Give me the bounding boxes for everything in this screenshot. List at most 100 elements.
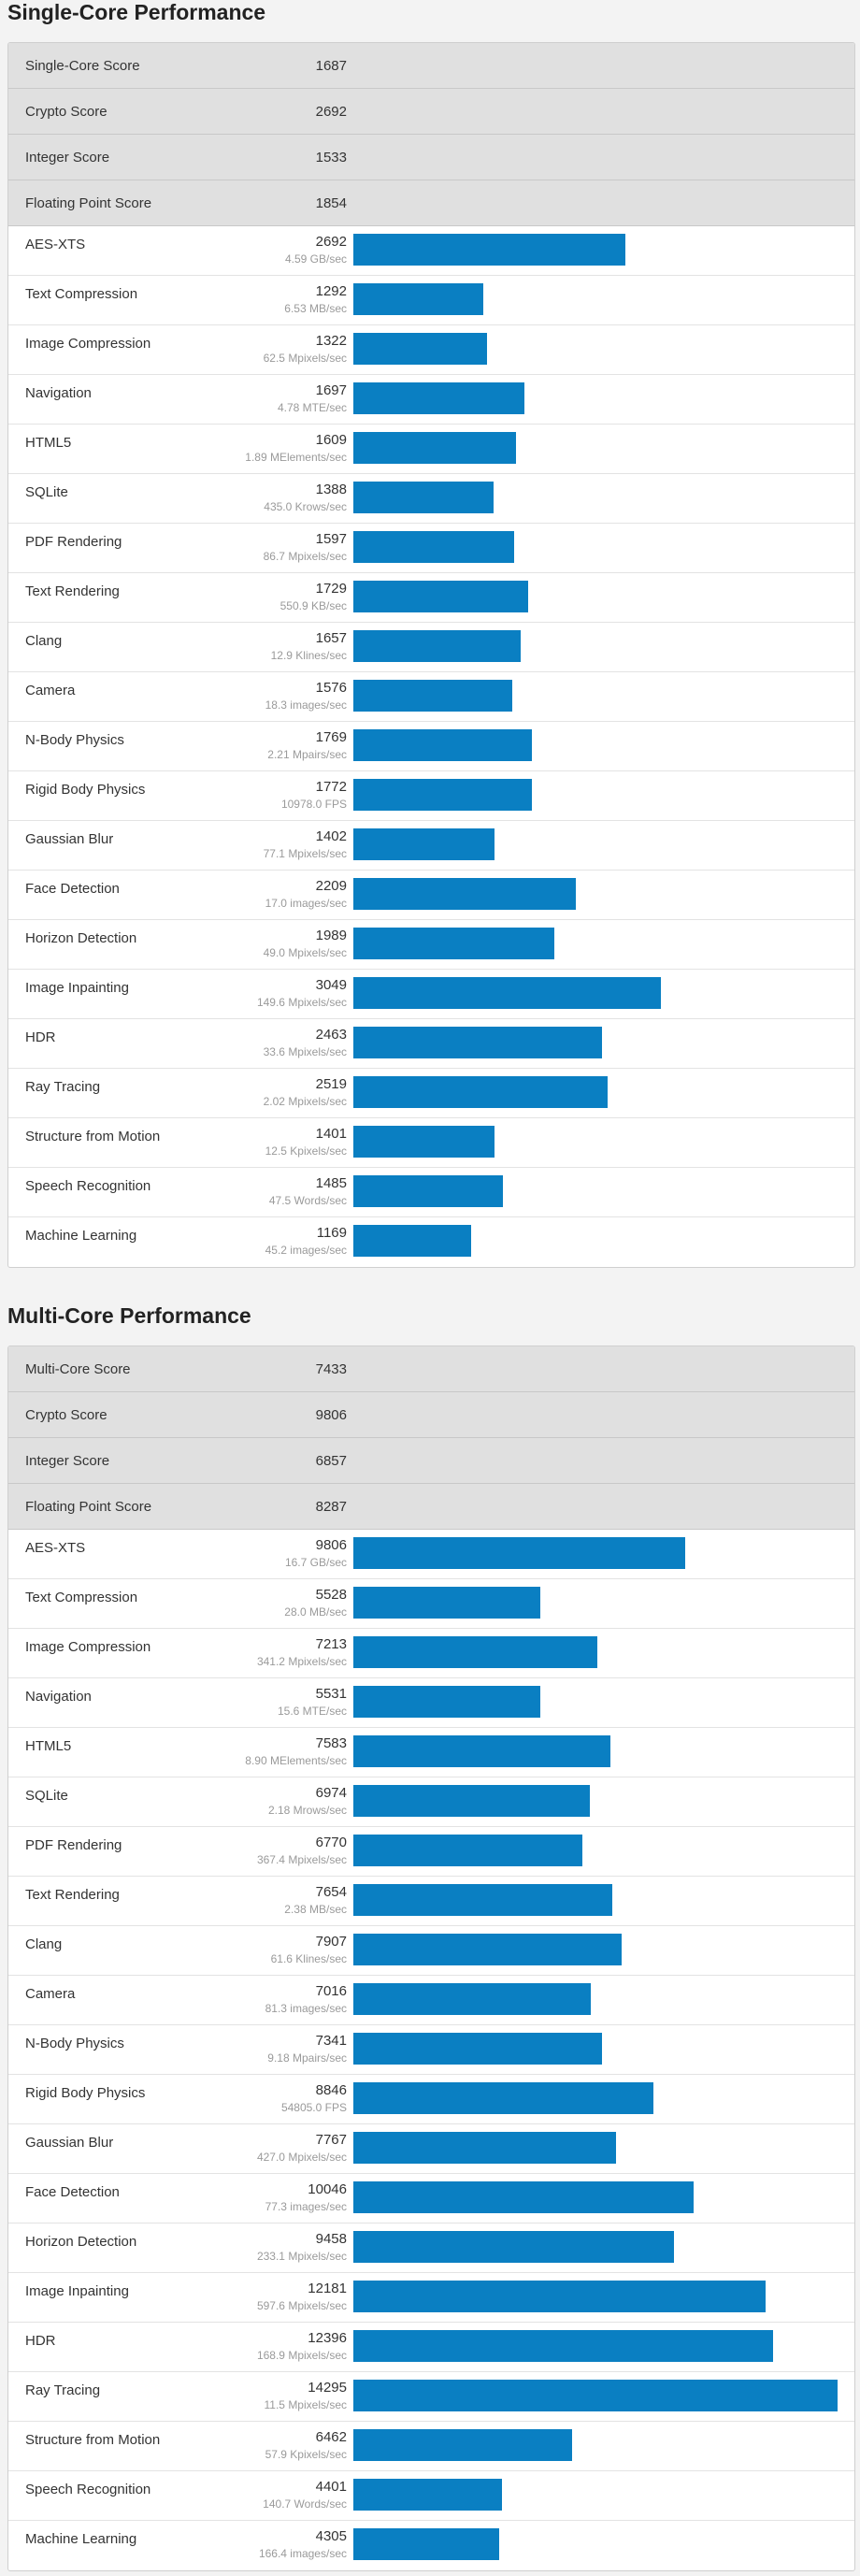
benchmark-score-bar xyxy=(353,630,521,662)
multi-core-results-panel: Multi-Core Score 7433 Crypto Score 9806 Inte… xyxy=(7,1346,855,2571)
benchmark-throughput: 4.59 GB/sec xyxy=(284,252,347,266)
benchmark-row: Face Detection 10046 77.3 images/sec xyxy=(8,2174,854,2223)
score-row: Integer Score 6857 xyxy=(8,1438,854,1484)
multi-core-section-title: Multi-Core Performance xyxy=(7,1303,251,1328)
benchmark-name: Ray Tracing xyxy=(25,2382,101,2398)
score-label: Multi-Core Score xyxy=(25,1361,131,1377)
score-value: 7433 xyxy=(315,1361,347,1377)
benchmark-score-bar xyxy=(353,1076,608,1108)
benchmark-throughput: 16.7 GB/sec xyxy=(284,1556,347,1569)
benchmark-row: Gaussian Blur 1402 77.1 Mpixels/sec xyxy=(8,821,854,871)
benchmark-score: 1697 xyxy=(315,382,347,398)
benchmark-throughput: 57.9 Kpixels/sec xyxy=(265,2448,347,2461)
benchmark-score-bar xyxy=(353,928,554,959)
benchmark-score: 1729 xyxy=(315,581,347,597)
benchmark-name: Gaussian Blur xyxy=(25,2135,114,2151)
benchmark-name: Clang xyxy=(25,1936,63,1952)
benchmark-score-bar xyxy=(353,878,576,910)
benchmark-row: Navigation 1697 4.78 MTE/sec xyxy=(8,375,854,425)
benchmark-score-bar xyxy=(353,2231,674,2263)
benchmark-throughput: 33.6 Mpixels/sec xyxy=(263,1045,347,1058)
benchmark-score: 9458 xyxy=(315,2231,347,2247)
benchmark-throughput: 168.9 Mpixels/sec xyxy=(256,2349,347,2362)
benchmark-row: AES-XTS 9806 16.7 GB/sec xyxy=(8,1530,854,1579)
benchmark-score: 9806 xyxy=(315,1537,347,1553)
benchmark-name: HDR xyxy=(25,2333,56,2349)
benchmark-row: Text Rendering 1729 550.9 KB/sec xyxy=(8,573,854,623)
benchmark-score: 2209 xyxy=(315,878,347,894)
benchmark-name: HTML5 xyxy=(25,435,72,451)
score-value: 1687 xyxy=(315,58,347,74)
score-row: Floating Point Score 8287 xyxy=(8,1484,854,1530)
benchmark-name: Text Compression xyxy=(25,1590,138,1605)
benchmark-throughput: 2.02 Mpixels/sec xyxy=(263,1095,347,1108)
benchmark-name: Navigation xyxy=(25,385,92,401)
benchmark-row: Camera 7016 81.3 images/sec xyxy=(8,1976,854,2025)
benchmark-score: 6770 xyxy=(315,1835,347,1850)
benchmark-score-bar xyxy=(353,2429,572,2461)
benchmark-row: Speech Recognition 1485 47.5 Words/sec xyxy=(8,1168,854,1217)
benchmark-score-bar xyxy=(353,283,483,315)
benchmark-score: 2519 xyxy=(315,1076,347,1092)
benchmark-throughput: 81.3 images/sec xyxy=(265,2002,347,2015)
benchmark-row: HTML5 7583 8.90 MElements/sec xyxy=(8,1728,854,1777)
benchmark-score-bar xyxy=(353,234,625,266)
benchmark-throughput: 435.0 Krows/sec xyxy=(264,500,347,513)
benchmark-score-bar xyxy=(353,1225,471,1257)
benchmark-row: Rigid Body Physics 8846 54805.0 FPS xyxy=(8,2075,854,2124)
benchmark-score: 4401 xyxy=(315,2479,347,2495)
score-label: Floating Point Score xyxy=(25,195,152,211)
benchmark-throughput: 2.21 Mpairs/sec xyxy=(267,748,347,761)
benchmark-name: Horizon Detection xyxy=(25,930,137,946)
benchmark-score: 1322 xyxy=(315,333,347,349)
benchmark-name: Rigid Body Physics xyxy=(25,782,146,798)
benchmark-score: 1609 xyxy=(315,432,347,448)
benchmark-name: N-Body Physics xyxy=(25,732,124,748)
benchmark-row: AES-XTS 2692 4.59 GB/sec xyxy=(8,226,854,276)
benchmark-score-bar xyxy=(353,2528,499,2560)
benchmark-row: Horizon Detection 1989 49.0 Mpixels/sec xyxy=(8,920,854,970)
benchmark-row: Speech Recognition 4401 140.7 Words/sec xyxy=(8,2471,854,2521)
benchmark-score: 1292 xyxy=(315,283,347,299)
benchmark-score: 1401 xyxy=(315,1126,347,1142)
benchmark-score: 7767 xyxy=(315,2132,347,2148)
benchmark-score-bar xyxy=(353,2132,616,2164)
benchmark-throughput: 427.0 Mpixels/sec xyxy=(256,2151,347,2164)
benchmark-score-bar xyxy=(353,729,532,761)
benchmark-score-bar xyxy=(353,581,528,612)
benchmark-row: Text Compression 1292 6.53 MB/sec xyxy=(8,276,854,325)
benchmark-score: 2692 xyxy=(315,234,347,250)
benchmark-throughput: 61.6 Klines/sec xyxy=(270,1952,347,1965)
benchmark-score: 8846 xyxy=(315,2082,347,2098)
benchmark-row: Machine Learning 4305 166.4 images/sec xyxy=(8,2521,854,2570)
benchmark-score-bar xyxy=(353,432,516,464)
benchmark-throughput: 2.18 Mrows/sec xyxy=(267,1804,347,1817)
benchmark-throughput: 28.0 MB/sec xyxy=(284,1605,347,1619)
score-label: Single-Core Score xyxy=(25,58,140,74)
benchmark-score-bar xyxy=(353,1785,590,1817)
benchmark-throughput: 12.5 Kpixels/sec xyxy=(265,1144,347,1158)
benchmark-score: 7654 xyxy=(315,1884,347,1900)
score-value: 8287 xyxy=(315,1499,347,1515)
benchmark-name: Structure from Motion xyxy=(25,2432,161,2448)
single-core-section-title: Single-Core Performance xyxy=(7,0,266,24)
benchmark-throughput: 341.2 Mpixels/sec xyxy=(256,1655,347,1668)
benchmark-throughput: 17.0 images/sec xyxy=(265,897,347,910)
score-row: Multi-Core Score 7433 xyxy=(8,1346,854,1392)
benchmark-row: Image Inpainting 12181 597.6 Mpixels/sec xyxy=(8,2273,854,2323)
benchmark-name: Text Rendering xyxy=(25,583,120,599)
benchmark-score: 6974 xyxy=(315,1785,347,1801)
benchmark-row: PDF Rendering 6770 367.4 Mpixels/sec xyxy=(8,1827,854,1877)
benchmark-name: AES-XTS xyxy=(25,237,86,252)
benchmark-throughput: 47.5 Words/sec xyxy=(268,1194,347,1207)
benchmark-throughput: 166.4 images/sec xyxy=(258,2547,347,2560)
benchmark-score-bar xyxy=(353,2330,773,2362)
benchmark-name: PDF Rendering xyxy=(25,1837,122,1853)
benchmark-score-bar xyxy=(353,2380,838,2411)
benchmark-name: Gaussian Blur xyxy=(25,831,114,847)
benchmark-row: Camera 1576 18.3 images/sec xyxy=(8,672,854,722)
benchmark-name: SQLite xyxy=(25,484,68,500)
benchmark-throughput: 149.6 Mpixels/sec xyxy=(256,996,347,1009)
benchmark-score: 7583 xyxy=(315,1735,347,1751)
benchmark-score-bar xyxy=(353,977,661,1009)
